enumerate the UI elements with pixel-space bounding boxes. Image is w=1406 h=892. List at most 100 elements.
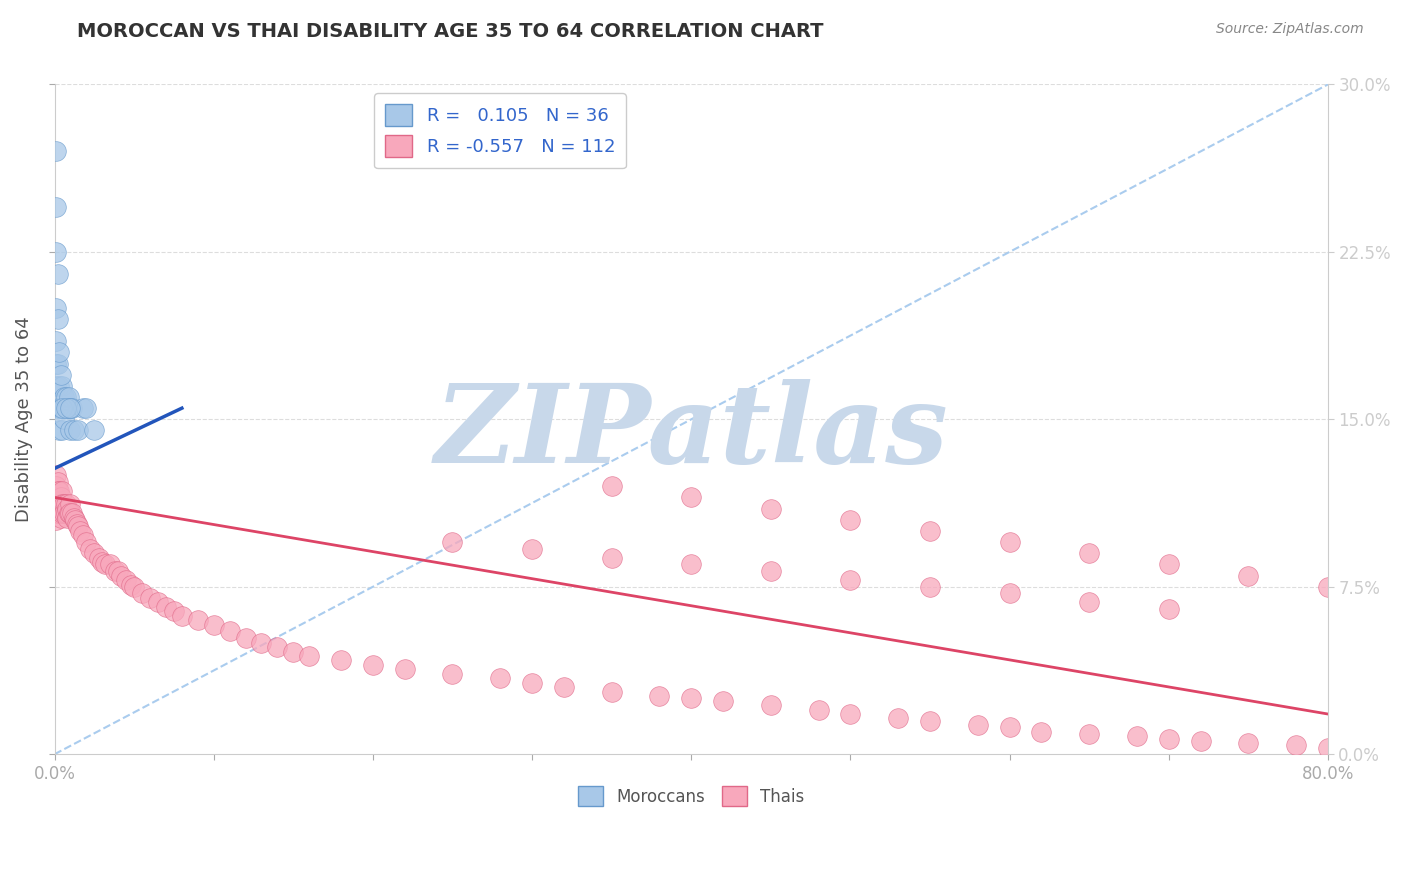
Point — [146, 595, 169, 609]
Legend: Moroccans, Thais: Moroccans, Thais — [571, 780, 811, 813]
Point — [283, 644, 305, 658]
Point — [1237, 736, 1260, 750]
Point — [55, 401, 77, 416]
Point — [998, 720, 1021, 734]
Point — [648, 689, 671, 703]
Point — [53, 390, 76, 404]
Point — [110, 568, 132, 582]
Point — [49, 491, 72, 505]
Point — [681, 691, 703, 706]
Point — [55, 390, 77, 404]
Point — [1078, 727, 1101, 741]
Point — [49, 510, 72, 524]
Point — [45, 301, 67, 315]
Point — [520, 675, 543, 690]
Point — [681, 491, 703, 505]
Point — [48, 379, 70, 393]
Point — [53, 506, 76, 520]
Point — [51, 401, 73, 416]
Point — [122, 580, 145, 594]
Point — [918, 580, 941, 594]
Point — [55, 506, 77, 520]
Point — [1237, 568, 1260, 582]
Point — [45, 501, 67, 516]
Point — [58, 390, 80, 404]
Point — [131, 586, 153, 600]
Point — [839, 706, 862, 721]
Point — [966, 718, 988, 732]
Point — [600, 550, 623, 565]
Point — [202, 617, 225, 632]
Point — [46, 401, 69, 416]
Point — [62, 510, 84, 524]
Point — [60, 401, 83, 416]
Point — [51, 506, 73, 520]
Point — [45, 379, 67, 393]
Point — [600, 684, 623, 698]
Point — [45, 145, 67, 159]
Point — [49, 401, 72, 416]
Point — [66, 517, 89, 532]
Point — [918, 524, 941, 538]
Point — [441, 666, 464, 681]
Point — [75, 535, 97, 549]
Point — [553, 680, 575, 694]
Point — [45, 513, 67, 527]
Point — [55, 497, 77, 511]
Point — [45, 506, 67, 520]
Point — [711, 693, 734, 707]
Point — [58, 506, 80, 520]
Point — [298, 648, 321, 663]
Point — [1157, 602, 1180, 616]
Point — [330, 653, 353, 667]
Point — [56, 501, 79, 516]
Point — [600, 479, 623, 493]
Point — [65, 513, 87, 527]
Point — [60, 506, 83, 520]
Point — [1157, 558, 1180, 572]
Point — [107, 564, 129, 578]
Point — [51, 424, 73, 438]
Point — [51, 483, 73, 498]
Point — [48, 497, 70, 511]
Point — [218, 624, 240, 639]
Point — [163, 604, 186, 618]
Text: Source: ZipAtlas.com: Source: ZipAtlas.com — [1216, 22, 1364, 37]
Point — [1078, 546, 1101, 560]
Point — [235, 631, 257, 645]
Point — [59, 401, 82, 416]
Point — [46, 311, 69, 326]
Point — [187, 613, 209, 627]
Point — [51, 401, 73, 416]
Point — [49, 501, 72, 516]
Point — [394, 662, 416, 676]
Point — [839, 513, 862, 527]
Point — [45, 334, 67, 348]
Point — [79, 541, 101, 556]
Point — [69, 524, 91, 538]
Point — [45, 244, 67, 259]
Point — [807, 702, 830, 716]
Point — [87, 550, 110, 565]
Point — [170, 608, 193, 623]
Point — [46, 497, 69, 511]
Y-axis label: Disability Age 35 to 64: Disability Age 35 to 64 — [15, 317, 32, 522]
Point — [998, 535, 1021, 549]
Point — [53, 497, 76, 511]
Point — [520, 541, 543, 556]
Point — [56, 401, 79, 416]
Point — [1078, 595, 1101, 609]
Point — [839, 573, 862, 587]
Point — [45, 200, 67, 214]
Point — [48, 483, 70, 498]
Point — [59, 506, 82, 520]
Point — [266, 640, 288, 654]
Point — [759, 564, 782, 578]
Point — [918, 714, 941, 728]
Point — [1285, 739, 1308, 753]
Point — [98, 558, 121, 572]
Point — [72, 401, 94, 416]
Text: ZIPatlas: ZIPatlas — [434, 379, 948, 486]
Point — [104, 564, 127, 578]
Point — [48, 345, 70, 359]
